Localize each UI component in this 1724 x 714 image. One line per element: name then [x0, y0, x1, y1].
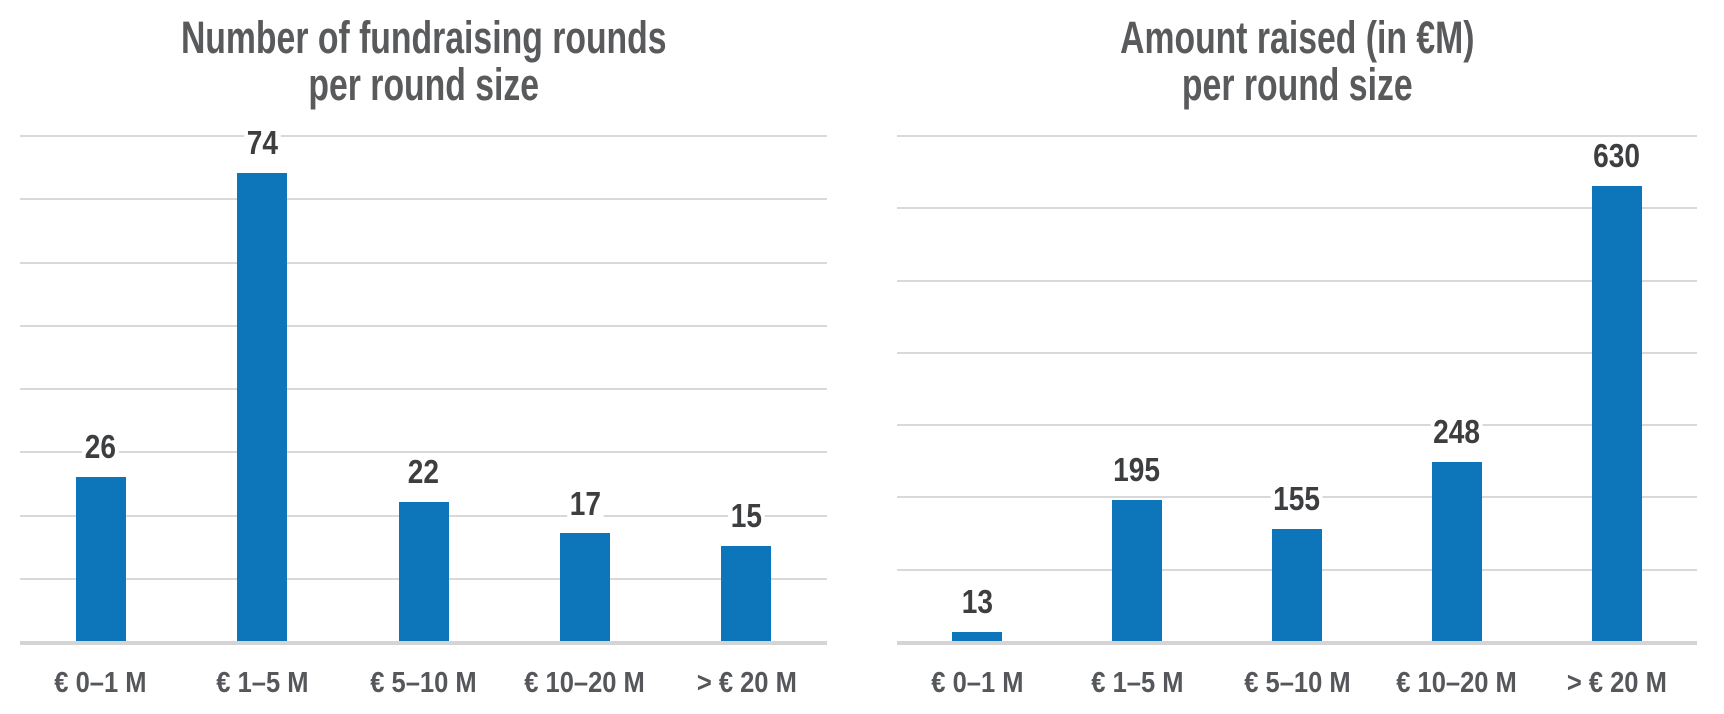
category-label: > € 20 M: [666, 667, 827, 700]
category-label-text: > € 20 M: [696, 667, 797, 699]
chart-number-of-fundraising-rounds: Number of fundraising rounds per round s…: [20, 0, 827, 700]
plot-area: 13 195 155 248 630: [897, 135, 1697, 645]
bar: [559, 533, 610, 641]
value-label-text: 17: [566, 486, 604, 522]
x-axis-line: [20, 641, 827, 645]
value-label: 13: [877, 584, 1077, 620]
gridline: [20, 324, 827, 327]
value-label: 22: [324, 455, 524, 490]
gridline: [20, 135, 827, 137]
category-label: € 0–1 M: [20, 667, 181, 700]
category-axis: € 0–1 M € 1–5 M € 5–10 M € 10–20 M > € 20 M: [897, 667, 1697, 700]
chart-title: Amount raised (in €M) per round size: [897, 0, 1697, 135]
bar: [952, 631, 1002, 641]
category-label: € 5–10 M: [343, 667, 504, 700]
value-label-text: 74: [243, 126, 281, 161]
value-label-text: 26: [82, 429, 119, 465]
gridline: [897, 279, 1697, 282]
value-label-text: 195: [1111, 453, 1163, 489]
bar: [398, 501, 449, 641]
value-label: 195: [1037, 453, 1237, 489]
bar: [721, 546, 772, 641]
value-label: 17: [485, 486, 685, 522]
chart-title: Number of fundraising rounds per round s…: [20, 0, 827, 135]
gridline: [897, 351, 1697, 354]
chart-title-text: Number of fundraising rounds per round s…: [180, 12, 667, 110]
value-label-text: 15: [728, 499, 765, 535]
category-label: € 1–5 M: [181, 667, 342, 700]
category-label: > € 20 M: [1537, 667, 1697, 700]
category-label: € 10–20 M: [504, 667, 665, 700]
gridline: [20, 261, 827, 264]
gridline: [897, 135, 1697, 137]
bar: [237, 172, 288, 641]
category-label-text: € 10–20 M: [1396, 667, 1518, 699]
category-label-text: > € 20 M: [1566, 667, 1668, 699]
value-label: 26: [1, 429, 201, 465]
value-label-text: 630: [1591, 138, 1643, 174]
value-label-text: 155: [1271, 482, 1323, 517]
category-label-text: € 0–1 M: [930, 667, 1024, 699]
category-label-text: € 1–5 M: [1090, 667, 1184, 699]
category-axis: € 0–1 M € 1–5 M € 5–10 M € 10–20 M > € 20 M: [20, 667, 827, 700]
chart-amount-raised: Amount raised (in €M) per round size 13 1…: [897, 0, 1697, 700]
category-label-text: € 5–10 M: [1243, 667, 1351, 699]
value-label: 248: [1357, 414, 1557, 450]
bar: [1432, 461, 1482, 641]
value-label-text: 22: [405, 455, 442, 490]
bar: [75, 476, 126, 641]
chart-title-text: Amount raised (in €M) per round size: [1119, 12, 1475, 110]
gridline: [897, 424, 1697, 427]
gridline: [897, 207, 1697, 210]
category-label-text: € 0–1 M: [54, 667, 147, 699]
category-label: € 10–20 M: [1377, 667, 1537, 700]
gridline: [20, 451, 827, 454]
plot-area: 26 74 22 17 15: [20, 126, 827, 645]
bar: [1272, 528, 1322, 641]
category-label: € 1–5 M: [1057, 667, 1217, 700]
bar: [1592, 185, 1642, 641]
category-label: € 5–10 M: [1217, 667, 1377, 700]
category-label-text: € 10–20 M: [524, 667, 646, 699]
bar: [1112, 500, 1162, 641]
value-label: 15: [646, 499, 846, 535]
value-label-text: 13: [958, 584, 996, 620]
gridline: [20, 198, 827, 201]
category-label-text: € 5–10 M: [370, 667, 477, 699]
value-label: 155: [1197, 482, 1397, 517]
value-label-text: 248: [1431, 414, 1483, 450]
gridline: [20, 388, 827, 390]
x-axis-line: [897, 641, 1697, 645]
category-label-text: € 1–5 M: [215, 667, 309, 699]
value-label: 74: [162, 126, 362, 161]
category-label: € 0–1 M: [897, 667, 1057, 700]
value-label: 630: [1517, 138, 1717, 174]
